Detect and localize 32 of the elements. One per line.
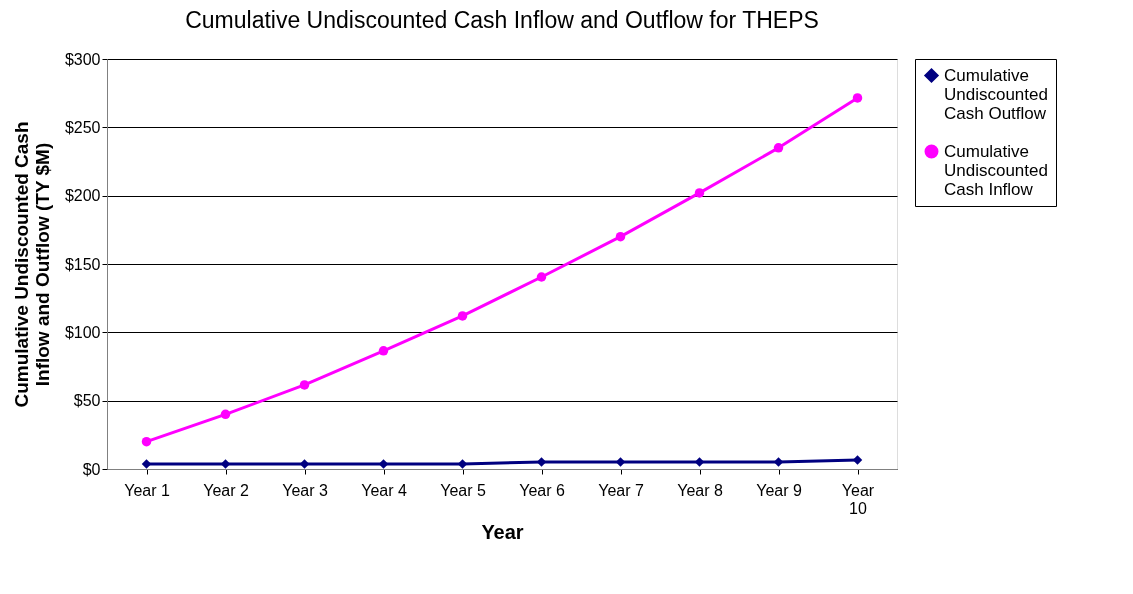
point <box>536 272 547 282</box>
x-tick-label: Year 7 <box>598 481 644 499</box>
x-tick-label: Year 5 <box>440 481 486 499</box>
point <box>457 311 468 321</box>
x-tick-label: Year 3 <box>282 481 328 499</box>
x-tick-label: Year 2 <box>203 481 249 499</box>
point <box>299 380 310 390</box>
chart-title: Cumulative Undiscounted Cash Inflow and Outflow for THEPS <box>185 7 819 33</box>
legend-label: Cumulative Undiscounted Cash Outflow <box>944 65 1048 123</box>
point <box>378 346 389 356</box>
x-tick-label: Year 6 <box>519 481 565 499</box>
y-axis-title: Cumulative Undiscounted Cash Inflow and Outflow (TY $M) <box>10 121 53 408</box>
x-tick-label: Year 9 <box>756 481 802 499</box>
x-axis-title: Year <box>481 520 524 543</box>
y-tick-label: $200 <box>64 187 101 205</box>
x-tick-label: Year 8 <box>677 481 723 499</box>
y-tick-label: $150 <box>64 255 101 273</box>
point <box>615 231 626 242</box>
y-tick-label: $0 <box>82 460 101 478</box>
x-tick-label: Year 10 <box>841 481 875 517</box>
y-tick-label: $300 <box>64 50 101 68</box>
point <box>220 409 231 420</box>
point <box>141 436 152 447</box>
y-tick-label: $250 <box>64 118 101 136</box>
legend-label: Cumulative Undiscounted Cash Inflow <box>944 141 1048 199</box>
point <box>773 143 784 153</box>
x-tick-label: Year 4 <box>361 481 407 499</box>
x-tick-label: Year 1 <box>124 481 170 499</box>
point <box>852 93 863 103</box>
y-tick-label: $100 <box>64 323 101 341</box>
point <box>694 188 705 198</box>
y-tick-label: $50 <box>73 392 101 410</box>
